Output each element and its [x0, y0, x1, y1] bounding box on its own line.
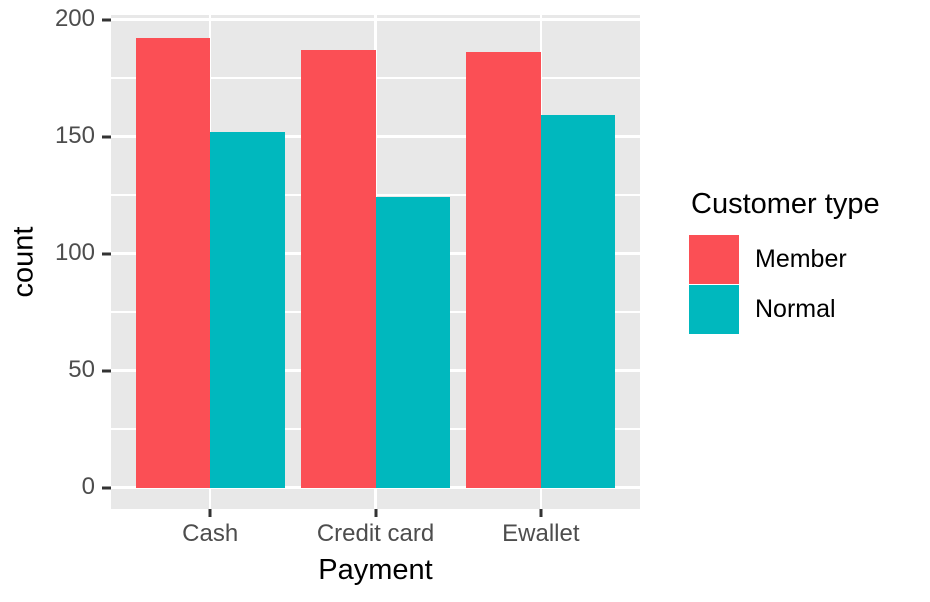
legend-label-member: Member [755, 244, 847, 273]
bar-normal-cash [210, 131, 285, 488]
x-tick-mark-ewallet [539, 509, 543, 517]
bar-normal-ewallet [540, 115, 616, 488]
plot-panel [111, 15, 640, 509]
bar-member-credit-card [301, 49, 376, 488]
x-tick-label-ewallet: Ewallet [502, 520, 580, 547]
legend-item-member: Member [689, 234, 880, 284]
legend-swatch-member [689, 234, 739, 284]
x-tick-label-cash: Cash [182, 520, 239, 547]
bar-member-cash [135, 38, 211, 488]
legend-title: Customer type [691, 188, 880, 220]
legend-label-normal: Normal [755, 294, 836, 323]
x-axis-title: Payment [318, 554, 433, 586]
x-tick-mark-cash [208, 509, 212, 517]
bar-member-ewallet [466, 52, 541, 488]
legend: Customer type Member Normal [689, 188, 880, 334]
y-axis-title: count [7, 226, 40, 298]
y-tick-label-150: 150 [54, 121, 95, 149]
bar-normal-credit-card [375, 197, 450, 488]
y-tick-label-200: 200 [54, 4, 95, 32]
y-tick-mark-200 [102, 18, 111, 21]
y-tick-label-50: 50 [68, 355, 95, 383]
y-tick-label-0: 0 [81, 472, 95, 500]
y-tick-mark-0 [102, 486, 111, 489]
legend-item-normal: Normal [689, 284, 880, 334]
y-tick-mark-100 [102, 252, 111, 255]
y-tick-mark-50 [102, 369, 111, 372]
legend-swatch-normal [689, 284, 739, 334]
legend-items: Member Normal [689, 234, 880, 334]
y-tick-mark-150 [102, 135, 111, 138]
x-tick-mark-credit-card [374, 509, 377, 517]
y-tick-label-100: 100 [54, 238, 95, 266]
x-tick-label-credit-card: Credit card [316, 520, 435, 547]
